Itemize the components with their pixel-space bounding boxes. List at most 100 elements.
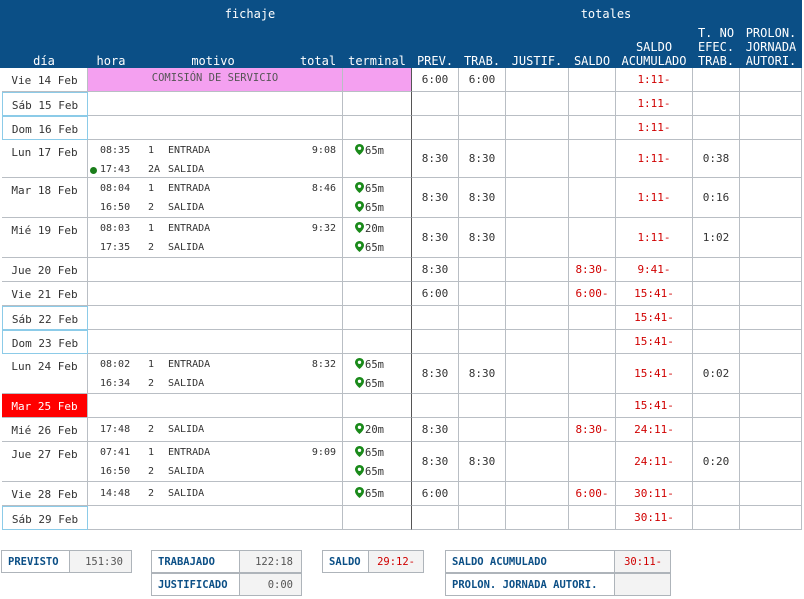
prolon-cell [740,330,802,354]
terminal-cell [343,330,412,354]
fichaje-cell: 08:04 1 ENTRADA 16:50 2 SALIDA 8:46 [88,178,343,218]
terminal-entry[interactable]: 20m [355,222,384,236]
entry-motivo: SALIDA [168,423,205,435]
status-dot-icon [90,167,97,174]
terminal-entry[interactable]: 20m [355,422,384,437]
header-prol-1: PROLON. [745,26,797,40]
terminal-entry[interactable]: 65m [355,358,384,372]
entry-num: 2 [148,466,155,477]
table-row: Jue 20 Feb 8:30 8:30- 9:41- [0,258,802,282]
day-cell: Mar 25 Feb [2,394,88,418]
prev-cell: 8:30 [412,178,459,218]
prev-cell [412,92,459,116]
trab-cell: 8:30 [459,140,506,178]
saldo-acumulado-cell: 1:11- [616,140,693,178]
t-no-efec-cell [693,394,740,418]
prev-cell-value: 6:00 [421,487,449,500]
fichaje-cell [88,306,343,330]
prolon-cell [740,282,802,306]
day-cell: Mié 26 Feb [2,418,88,442]
entry-motivo: SALIDA [168,466,205,477]
saldo-value: 29:12- [368,551,423,572]
saldo-acumulado-cell: 24:11- [616,418,693,442]
header-tno-2: EFEC. [697,40,735,54]
terminal-cell [343,394,412,418]
prev-cell: 8:30 [412,258,459,282]
terminal-cell [343,68,412,92]
prev-cell [412,116,459,140]
saldo-acumulado-cell-value: 24:11- [634,423,674,436]
saldo-acumulado-cell-value: 1:11- [637,73,671,86]
saldo-cell [569,306,616,330]
justif-cell [506,92,569,116]
prev-cell [412,306,459,330]
table-row: Mié 19 Feb 08:03 1 ENTRADA 17:35 2 SALIDA 9:32 2… [0,218,802,258]
terminal-entry[interactable]: 65m [355,465,384,479]
saldo-cell [569,506,616,530]
table-row: Sáb 29 Feb 30:11- [0,506,802,530]
header-justif: JUSTIF. [511,54,563,68]
t-no-efec-cell [693,482,740,506]
entry-num: 2 [148,378,155,389]
saldo-cell [569,218,616,258]
saldo-acumulado-cell-value: 24:11- [634,455,674,468]
header-terminal: terminal [348,54,406,68]
t-no-efec-cell: 0:20 [693,442,740,482]
saldo-acumulado-cell-value: 30:11- [634,487,674,500]
prolon-label: PROLON. JORNADA AUTORI. [452,578,598,591]
saldo-cell [569,116,616,140]
saldo-acumulado-cell-value: 15:41- [634,367,674,380]
terminal-entry[interactable]: 65m [355,486,384,501]
header-dia: día [33,54,55,68]
trab-cell-value: 8:30 [468,455,496,468]
prev-cell [412,394,459,418]
saldo-acumulado-cell: 1:11- [616,218,693,258]
header-prev: PREV. [416,54,454,68]
terminal-cell: 65m 65m [343,354,412,394]
saldo-cell: 6:00- [569,482,616,506]
day-cell: Jue 27 Feb [2,442,88,482]
saldo-cell [569,92,616,116]
fichaje-cell: 07:41 1 ENTRADA 16:50 2 SALIDA 9:09 [88,442,343,482]
day-cell: Vie 14 Feb [2,68,88,92]
entry-total: 8:32 [311,359,336,370]
header-prol-3: AUTORI. [745,54,797,68]
entry-num: 2 [148,423,155,435]
justif-cell [506,218,569,258]
terminal-entry[interactable]: 65m [355,144,384,158]
terminal-distance: 65m [365,145,384,157]
terminal-entry[interactable]: 65m [355,241,384,255]
justif-cell [506,116,569,140]
table-row: Vie 21 Feb 6:00 6:00- 15:41- [0,282,802,306]
prolon-cell [740,306,802,330]
location-pin-icon [355,241,365,255]
header-fichaje: fichaje [224,7,276,21]
trabajado-label: TRABAJADO [158,555,215,568]
terminal-entry[interactable]: 65m [355,446,384,460]
saldo-acumulado-cell-value: 1:11- [637,191,671,204]
saldo-acumulado-cell: 15:41- [616,354,693,394]
prolon-cell [740,92,802,116]
terminal-distance: 65m [365,466,384,478]
entry-motivo: ENTRADA [168,183,211,194]
fichaje-cell [88,116,343,140]
day-cell: Mar 18 Feb [2,178,88,218]
fichaje-cell [88,258,343,282]
trab-cell-value: 6:00 [468,73,496,86]
header-saldo-acum-2: ACUMULADO [621,54,687,68]
location-pin-icon [355,422,365,437]
saldo-acumulado-cell: 1:11- [616,68,693,92]
saldo-acumulado-cell: 1:11- [616,178,693,218]
terminal-entry[interactable]: 65m [355,377,384,391]
prolon-cell [740,258,802,282]
day-cell: Sáb 29 Feb [2,506,88,530]
saldo-cell [569,394,616,418]
prolon-cell [740,140,802,178]
justificado-value: 0:00 [239,574,301,595]
saldo-acumulado-value: 30:11- [614,551,670,572]
header-saldo: SALDO [573,54,611,68]
t-no-efec-cell [693,506,740,530]
saldo-acumulado-box: SALDO ACUMULADO 30:11- [445,550,671,573]
terminal-entry[interactable]: 65m [355,201,384,215]
terminal-entry[interactable]: 65m [355,182,384,196]
